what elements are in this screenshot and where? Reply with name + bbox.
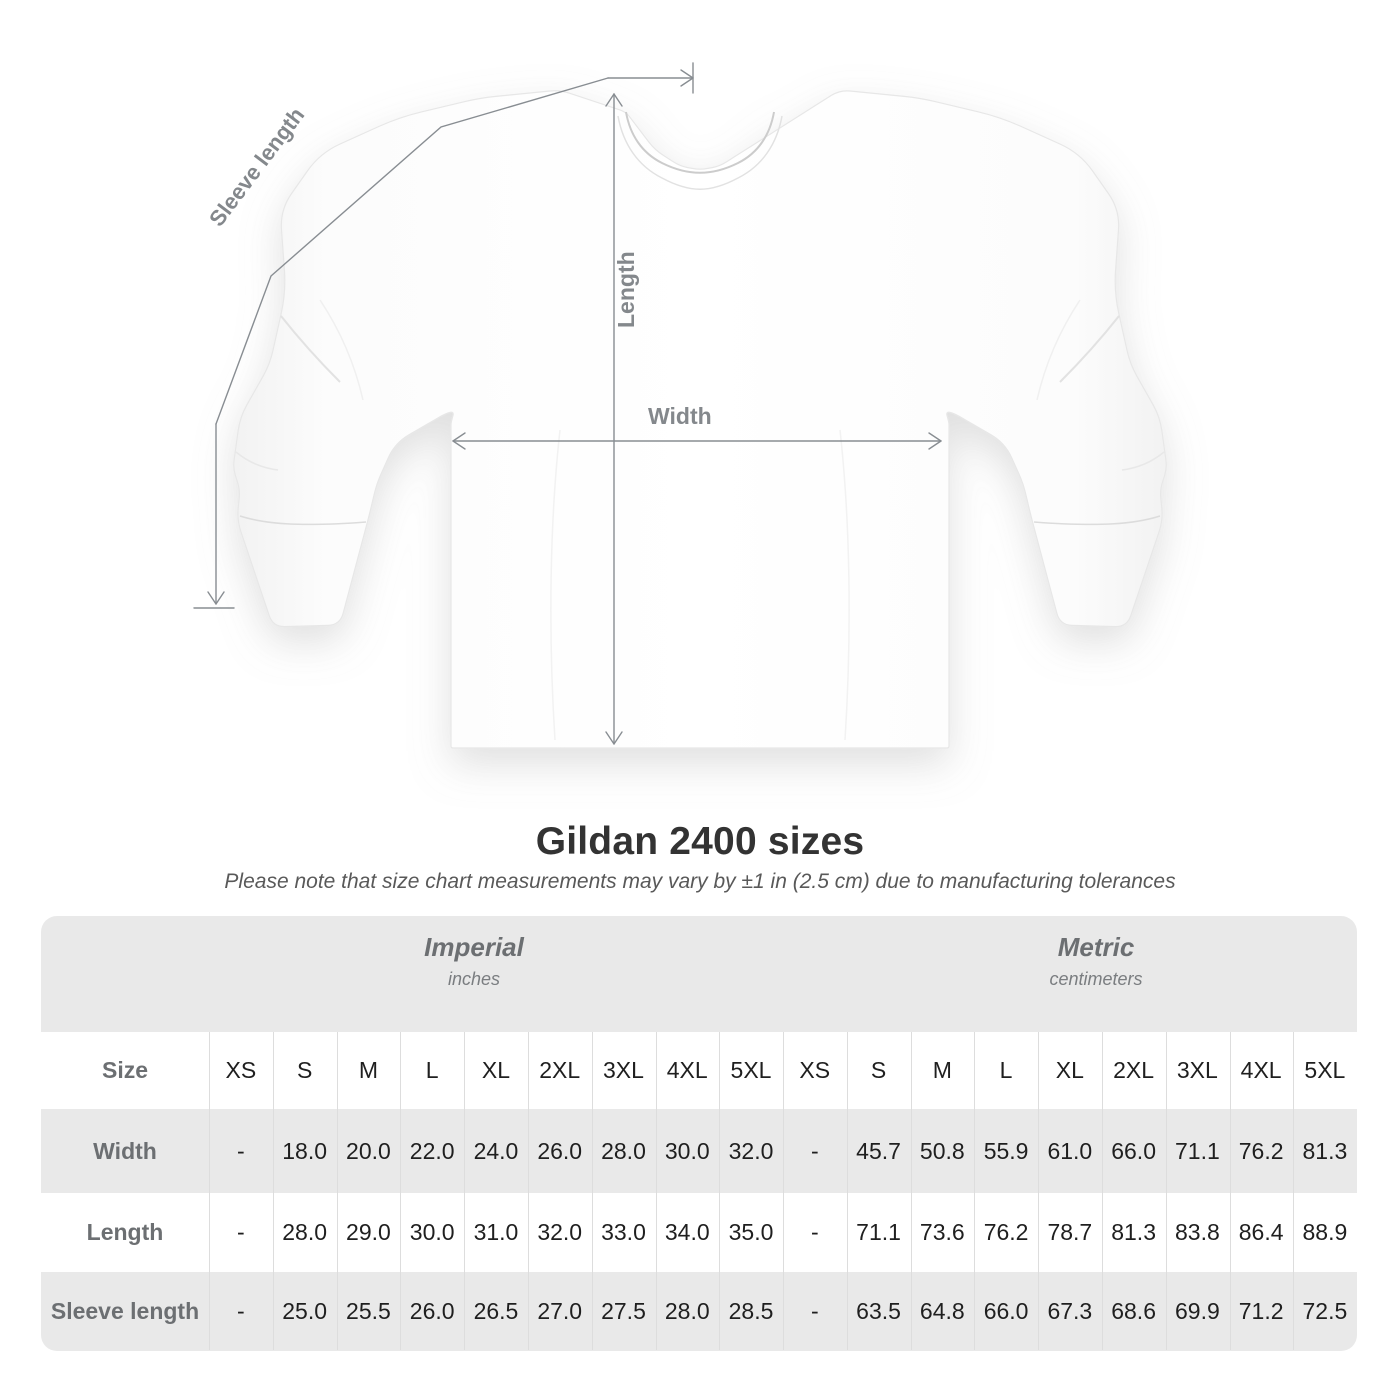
svg-text:Width: Width (648, 403, 712, 429)
svg-text:Length: Length (613, 251, 639, 328)
